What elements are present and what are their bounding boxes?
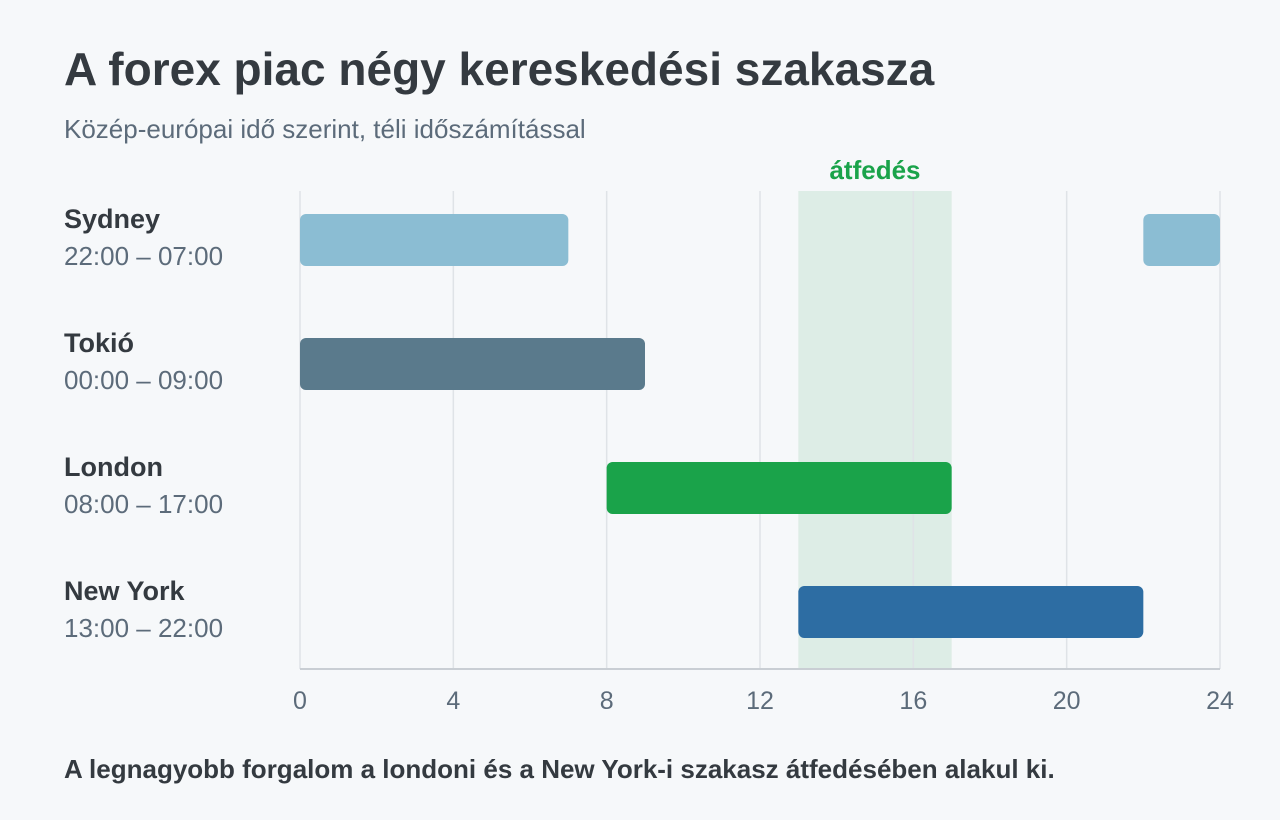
session-bar-sydney-2 xyxy=(1143,214,1220,266)
session-name: Sydney xyxy=(64,204,161,234)
overlap-label: átfedés xyxy=(829,155,920,185)
session-time: 22:00 – 07:00 xyxy=(64,241,224,271)
x-tick-label-12: 12 xyxy=(746,687,774,715)
x-tick-label-0: 0 xyxy=(293,687,307,715)
session-time: 13:00 – 22:00 xyxy=(64,613,224,643)
x-tick-label-24: 24 xyxy=(1206,687,1234,715)
session-bar-sydney-1 xyxy=(300,214,569,266)
row-label-tokió: Tokió 00:00 – 09:00 xyxy=(64,326,223,398)
session-bar-new-york-1 xyxy=(798,586,1144,638)
session-bar-london-1 xyxy=(606,462,952,514)
x-tick-label-4: 4 xyxy=(446,687,460,715)
session-time: 00:00 – 09:00 xyxy=(64,365,224,395)
session-time: 08:00 – 17:00 xyxy=(64,489,224,519)
row-label-new-york: New York 13:00 – 22:00 xyxy=(64,574,223,646)
session-bar-tokió-1 xyxy=(300,338,645,390)
footnote: A legnagyobb forgalom a londoni és a New… xyxy=(64,754,1055,784)
session-name: London xyxy=(64,452,163,482)
page-title: A forex piac négy kereskedési szakasza xyxy=(64,43,935,95)
x-tick-label-16: 16 xyxy=(899,687,927,715)
x-tick-label-20: 20 xyxy=(1053,687,1081,715)
x-tick-label-8: 8 xyxy=(600,687,614,715)
session-name: Tokió xyxy=(64,328,134,358)
row-label-sydney: Sydney 22:00 – 07:00 xyxy=(64,202,223,274)
session-chart: átfedés 0 4 8 12 16 20 24 xyxy=(293,155,1234,715)
page-subtitle: Közép-európai idő szerint, téli időszámí… xyxy=(64,114,586,144)
row-label-london: London 08:00 – 17:00 xyxy=(64,450,223,522)
session-name: New York xyxy=(64,576,185,606)
